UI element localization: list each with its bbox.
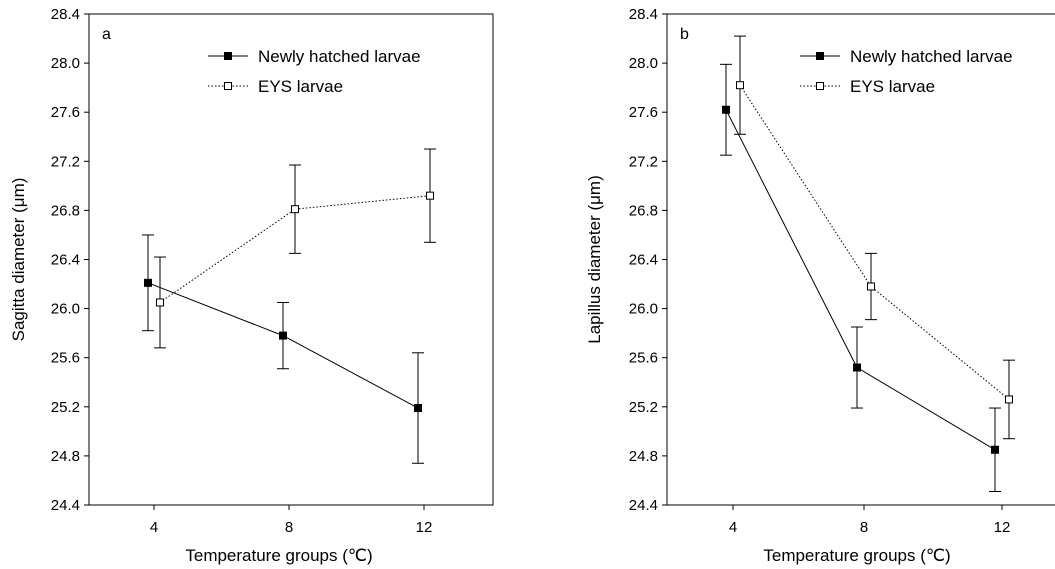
- data-point: [853, 363, 861, 372]
- x-tick-label: 12: [416, 519, 433, 536]
- y-tick-label: 27.2: [51, 153, 80, 170]
- y-tick-label: 25.2: [629, 399, 658, 416]
- data-point: [426, 191, 434, 200]
- x-tick-label: 8: [860, 519, 868, 536]
- x-tick-label: 12: [994, 519, 1011, 536]
- x-tick-label: 8: [285, 519, 293, 536]
- series-newly-hatched: [142, 234, 424, 464]
- chart-panel-b: 24.4 24.8 25.2 25.6 26.0 26.4 26.8 27.2 27.6 28.0…: [585, 6, 1055, 565]
- data-point: [736, 81, 744, 90]
- series-line: [725, 109, 996, 451]
- data-point: [144, 278, 152, 287]
- y-tick-label: 24.8: [51, 448, 80, 465]
- legend-label: EYS larvae: [850, 77, 935, 96]
- legend-label: Newly hatched larvae: [258, 47, 421, 66]
- data-point: [1005, 395, 1013, 404]
- y-tick-label: 28.0: [629, 55, 658, 72]
- legend-marker: [816, 52, 824, 60]
- y-tick-label: 28.4: [629, 6, 658, 23]
- y-tick-label: 26.0: [51, 301, 80, 318]
- y-tick-label: 24.4: [629, 497, 658, 514]
- x-axis-title: Temperature groups (℃): [763, 546, 950, 565]
- chart-panel-a: 24.4 24.8 25.2 25.6 26.0 26.4 26.8 27.2 27.6 28.0…: [9, 6, 494, 565]
- y-axis-title: Lapillus diameter (μm): [585, 175, 604, 344]
- y-tick-label: 26.4: [629, 252, 658, 269]
- series-line: [739, 84, 1010, 400]
- data-point: [867, 282, 875, 291]
- y-tick-label: 25.6: [51, 350, 80, 367]
- y-tick-label: 28.0: [51, 55, 80, 72]
- legend-marker: [816, 82, 824, 90]
- legend: Newly hatched larvae EYS larvae: [208, 47, 421, 96]
- y-axis-title: Sagitta diameter (μm): [9, 178, 28, 342]
- y-tick-label: 24.4: [51, 497, 80, 514]
- legend-label: Newly hatched larvae: [850, 47, 1013, 66]
- y-tick-label: 25.2: [51, 399, 80, 416]
- legend-marker: [224, 82, 232, 90]
- data-point: [722, 105, 730, 114]
- y-tick-label: 27.6: [51, 104, 80, 121]
- x-tick-label: 4: [150, 519, 158, 536]
- series-newly-hatched: [720, 63, 1001, 492]
- data-point: [156, 298, 164, 307]
- y-tick-label: 26.8: [629, 202, 658, 219]
- data-point: [991, 445, 999, 454]
- data-point: [279, 331, 287, 340]
- series-eys: [734, 35, 1015, 440]
- panel-label: a: [102, 26, 111, 43]
- y-tick-label: 26.0: [629, 301, 658, 318]
- legend: Newly hatched larvae EYS larvae: [800, 47, 1013, 96]
- y-tick-label: 27.2: [629, 153, 658, 170]
- y-tick-label: 26.8: [51, 202, 80, 219]
- legend-marker: [224, 52, 232, 60]
- x-axis-title: Temperature groups (℃): [185, 546, 372, 565]
- panel-label: b: [680, 26, 689, 43]
- series-eys: [154, 148, 436, 349]
- legend-label: EYS larvae: [258, 77, 343, 96]
- data-point: [414, 404, 422, 413]
- y-tick-label: 26.4: [51, 252, 80, 269]
- y-tick-label: 28.4: [51, 6, 80, 23]
- y-tick-label: 27.6: [629, 104, 658, 121]
- data-point: [291, 205, 299, 214]
- y-tick-label: 25.6: [629, 350, 658, 367]
- x-tick-label: 4: [729, 519, 737, 536]
- y-tick-label: 24.8: [629, 448, 658, 465]
